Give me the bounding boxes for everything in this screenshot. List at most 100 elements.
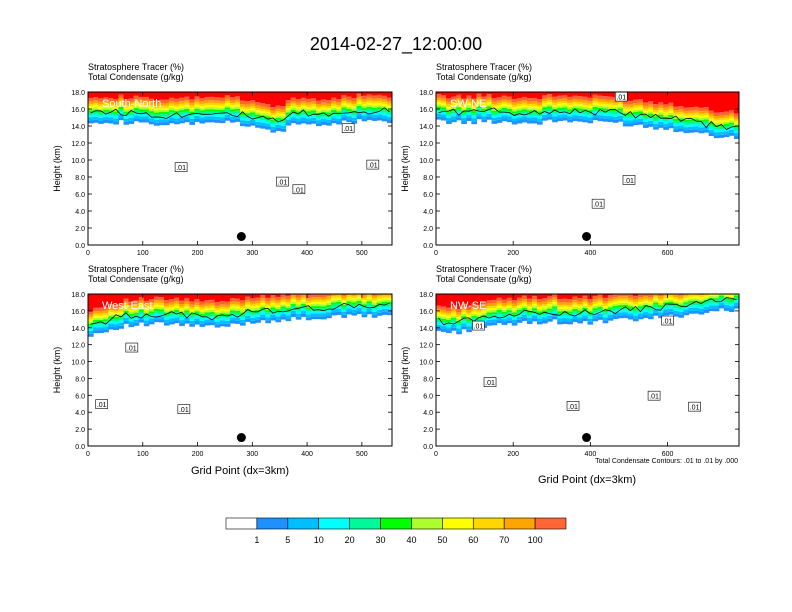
tracer-cell [219,103,226,106]
tracer-cell [290,297,297,300]
tracer-cell [703,119,710,122]
tracer-cell [456,312,462,315]
tracer-cell [219,323,226,327]
tracer-cell [341,314,347,318]
tracer-cell [229,320,236,324]
tracer-cell [285,308,292,311]
tracer-cell [577,106,584,109]
tracer-cell [648,111,654,114]
tracer-cell [521,315,528,318]
tracer-cell [103,103,109,106]
tracer-cell [209,307,216,310]
tracer-cell [169,92,175,98]
tracer-cell [592,100,599,103]
tracer-cell [713,298,720,301]
tracer-cell [285,310,292,313]
tracer-cell [552,116,558,120]
contour-label: .01 [688,401,701,412]
x-tick-label: 400 [301,451,313,458]
tracer-cell [240,306,246,309]
tracer-cell [723,134,730,138]
tracer-cell [331,103,337,106]
tracer-cell [204,116,211,120]
tracer-cell [456,325,462,329]
tracer-cell [356,294,363,297]
tracer-cell [169,321,175,325]
colorbar-swatch [442,517,474,530]
tracer-cell [552,297,558,300]
tracer-cell [194,115,201,119]
tracer-cell [245,302,251,305]
tracer-cell [531,112,538,115]
tracer-cell [446,315,452,318]
tracer-cell [153,103,160,107]
tracer-cell [496,307,503,311]
tracer-cell [310,308,317,311]
tracer-cell [572,95,578,99]
tracer-cell [486,310,493,313]
tracer-cell [506,106,513,109]
tracer-cell [733,130,739,134]
tracer-cell [516,101,523,104]
tracer-cell [718,92,725,113]
tracer-cell [138,297,145,301]
tracer-cell [321,102,327,106]
tracer-cell [617,315,624,319]
tracer-cell [351,104,358,107]
tracer-cell [138,300,145,304]
tracer-cell [663,110,669,113]
tracer-cell [521,307,528,310]
tracer-cell [346,119,353,123]
tracer-cell [224,311,231,314]
tracer-cell [658,309,664,313]
panel-field-label: Total Condensate (g/kg) [436,72,532,82]
tracer-cell [371,95,378,99]
tracer-cell [436,322,442,325]
tracer-cell [638,109,644,112]
tracer-cell [295,297,302,301]
tracer-cell [557,118,563,122]
tracer-cell [557,298,563,303]
tracer-cell [501,92,508,96]
tracer-cell [718,297,725,301]
tracer-cell [713,127,720,130]
tracer-cell [336,308,342,312]
tracer-cell [240,310,246,313]
tracer-cell [653,107,659,111]
tracer-cell [506,317,513,321]
tracer-cell [668,297,674,300]
colorbar-swatch [225,517,258,530]
tracer-cell [386,111,392,115]
tracer-cell [214,92,221,98]
tracer-cell [582,303,589,306]
tracer-cell [199,311,206,314]
tracer-cell [103,310,109,313]
tracer-cell [214,324,221,328]
tracer-cell [148,318,155,322]
tracer-cell [612,103,619,106]
tracer-cell [138,111,145,114]
tracer-cell [356,296,363,299]
tracer-cell [356,103,363,106]
tracer-cell [199,294,206,302]
contour-label: .01 [366,159,380,170]
y-tick-label: 16.0 [419,309,433,316]
tracer-cell [336,121,342,125]
tracer-cell [118,98,125,101]
colorbar-label: 30 [376,535,386,545]
tracer-cell [451,308,457,312]
tracer-cell [326,110,332,113]
tracer-cell [321,121,327,125]
tracer-cell [653,302,659,305]
tracer-cell [557,112,563,116]
tracer-cell [643,105,649,109]
tracer-cell [143,304,150,307]
tracer-cell [179,317,185,321]
tracer-cell [123,109,130,112]
tracer-cell [336,116,342,119]
tracer-cell [153,316,160,320]
svg-text:.01: .01 [176,165,186,172]
colorbar-label: 100 [528,535,543,545]
tracer-cell [562,98,568,101]
tracer-cell [597,115,604,119]
